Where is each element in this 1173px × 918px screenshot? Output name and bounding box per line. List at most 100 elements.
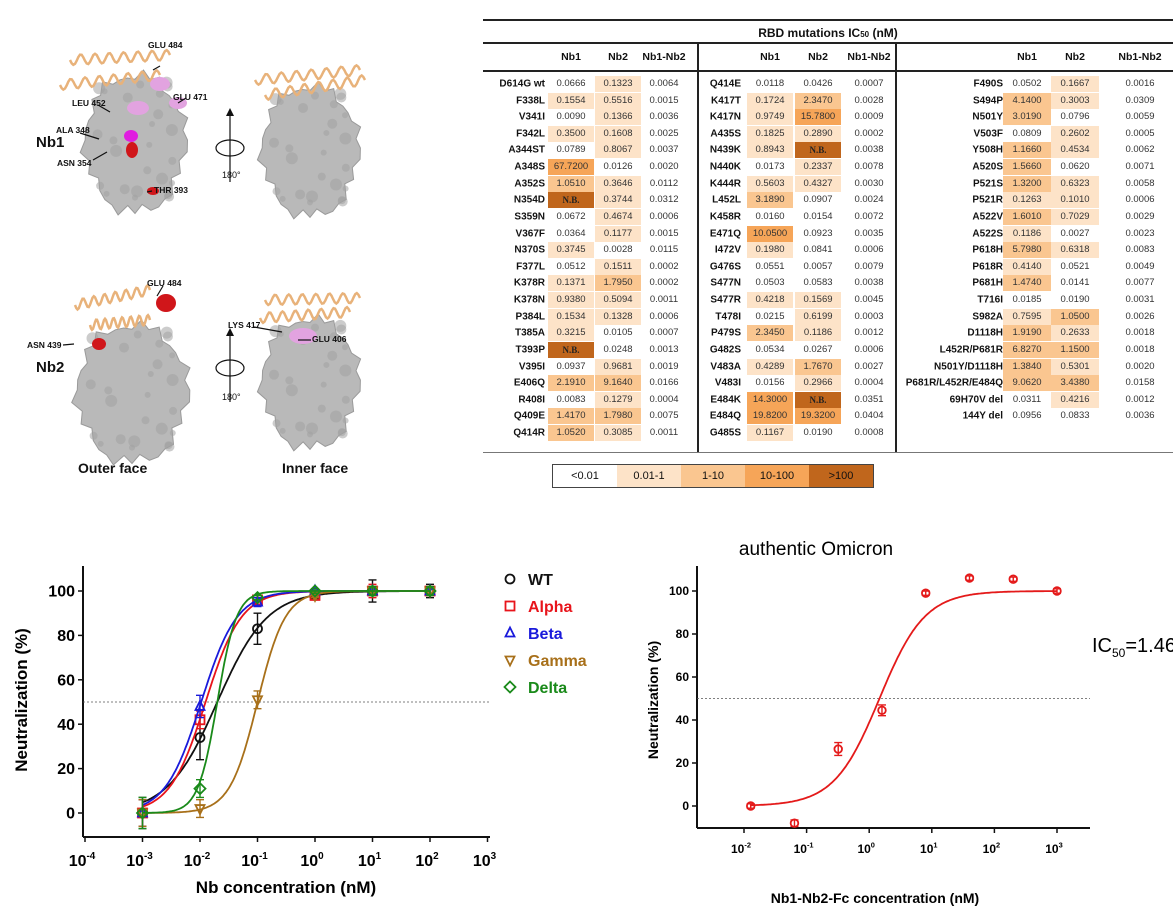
y-tick-label: 100 <box>669 584 689 598</box>
mutation-label: N354D <box>513 194 545 206</box>
residue-label: ASN 354 <box>57 158 92 168</box>
nb-helix <box>258 305 352 325</box>
chart-title: authentic Omicron <box>739 539 893 560</box>
ic50-cell: 0.0907 <box>803 194 833 206</box>
mutation-label: A522V <box>972 211 1003 223</box>
nb-helix <box>88 313 152 332</box>
nb-helix <box>73 283 152 312</box>
table-header-rule <box>483 42 1173 44</box>
legend-marker-alpha <box>504 600 516 612</box>
surface-texture <box>133 330 142 339</box>
y-axis-label: Neutralization (%) <box>645 641 661 759</box>
ic50-cell: 0.0503 <box>755 277 785 289</box>
x-tick-label: 10-2 <box>731 841 751 856</box>
ic50-cell: 0.0064 <box>649 78 679 89</box>
ic50-cell: 0.0020 <box>649 161 679 173</box>
mutation-label: L452L <box>712 194 741 206</box>
ic50-cell: 19.3200 <box>795 408 841 425</box>
ic50-cell: 0.0004 <box>854 377 884 389</box>
ic50-cell: 0.0045 <box>854 294 884 306</box>
ic50-cell: 0.0031 <box>1125 294 1155 306</box>
ic50-cell: 0.0126 <box>603 161 633 173</box>
ic50-cell: 0.0156 <box>755 377 785 389</box>
nb-helix <box>263 291 362 307</box>
surface-texture <box>128 435 141 448</box>
ic50-subscript: 50 <box>1112 646 1126 660</box>
legend-marker-gamma <box>504 655 516 668</box>
y-axis-label: Neutralization (%) <box>12 628 31 772</box>
ic50-cell: 0.0312 <box>649 194 679 206</box>
ic50-cell: 0.1608 <box>595 125 641 142</box>
surface-texture <box>279 195 286 202</box>
column-header: Nb1-Nb2 <box>1118 51 1162 63</box>
ic50-cell: 0.6199 <box>795 308 841 325</box>
ic50-cell: 0.0351 <box>854 393 884 405</box>
mutation-label: V341I <box>518 111 545 123</box>
mutation-label: G485S <box>709 427 741 439</box>
surface-texture <box>320 381 327 388</box>
surface-texture <box>295 189 306 200</box>
ic50-cell: 0.1825 <box>747 125 793 142</box>
ic50-cell: 0.0796 <box>1060 111 1090 123</box>
ic50-cell: 0.1323 <box>595 76 641 92</box>
surface-texture <box>143 166 152 175</box>
surface-texture <box>310 91 319 100</box>
ic50-cell: 0.0016 <box>1125 78 1155 89</box>
mutation-label: T716I <box>977 294 1003 306</box>
surface-texture <box>306 190 319 203</box>
x-tick-exponent: 3 <box>1059 841 1063 850</box>
data-point-gamma <box>194 804 206 817</box>
ic50-cell: 0.0011 <box>649 427 679 439</box>
ic50-cell: 0.0166 <box>649 377 679 389</box>
mutation-label: A348S <box>514 161 545 173</box>
ic50-cell: 0.1186 <box>1003 225 1051 242</box>
table-title-main: RBD mutations IC <box>758 26 861 40</box>
surface-texture <box>327 118 338 129</box>
surface-texture <box>115 434 126 445</box>
x-tick-exponent: 2 <box>433 851 439 862</box>
label-leader-line <box>156 285 164 297</box>
row-label-nb2: Nb2 <box>36 359 65 376</box>
surface-texture <box>92 129 103 140</box>
mutation-label: P521R <box>972 194 1003 206</box>
ic50-cell: 0.2602 <box>1051 125 1099 142</box>
ic50-cell: 0.0158 <box>1125 377 1155 389</box>
ic50-cell: 0.0190 <box>803 427 833 439</box>
ic50-cell: 0.2337 <box>795 159 841 176</box>
legend-item: 1-10 <box>681 465 745 487</box>
face-label-outer: Outer face <box>78 460 148 476</box>
nb-helix <box>68 48 172 67</box>
ic50-cell: 4.1400 <box>1003 92 1051 109</box>
rotation-arrow-icon <box>215 359 245 377</box>
mutation-label: A344ST <box>508 144 545 156</box>
ic50-cell: 0.4327 <box>795 175 841 192</box>
surface-texture <box>341 163 350 172</box>
ic50-cell: 0.0015 <box>649 227 679 239</box>
legend-marker-beta <box>504 625 516 638</box>
ic50-cell: 0.5094 <box>595 292 641 309</box>
ic50-cell: 1.7980 <box>595 408 641 425</box>
surface-texture <box>279 427 286 434</box>
ic50-cell: 0.0833 <box>1060 410 1090 422</box>
mutation-label: T385A <box>514 327 545 339</box>
ic50-cell: 0.0154 <box>803 210 833 222</box>
surface-texture <box>285 144 294 153</box>
ic50-cell: 0.0005 <box>1125 127 1155 139</box>
ic50-cell: 0.0083 <box>556 393 586 405</box>
legend-item: >100 <box>809 465 873 487</box>
ic50-cell: 1.3200 <box>1003 175 1051 192</box>
y-tick-label: 20 <box>676 756 690 770</box>
ic50-cell: N.B. <box>548 192 594 209</box>
ic50-cell: N.B. <box>795 142 841 159</box>
surface-texture <box>342 417 349 424</box>
y-tick-label: 100 <box>48 584 75 601</box>
mutation-label: P618H <box>972 244 1003 256</box>
mutation-label: S477R <box>710 294 741 306</box>
ic50-cell: 0.0059 <box>1125 111 1155 123</box>
y-tick-label: 0 <box>66 806 75 823</box>
ic50-cell: 2.3470 <box>795 92 841 109</box>
rotation-label-top: 180° <box>222 170 241 180</box>
mutation-label: E484K <box>710 394 741 406</box>
ic50-cell: 0.0006 <box>854 343 884 355</box>
fit-curve-beta <box>142 590 430 806</box>
